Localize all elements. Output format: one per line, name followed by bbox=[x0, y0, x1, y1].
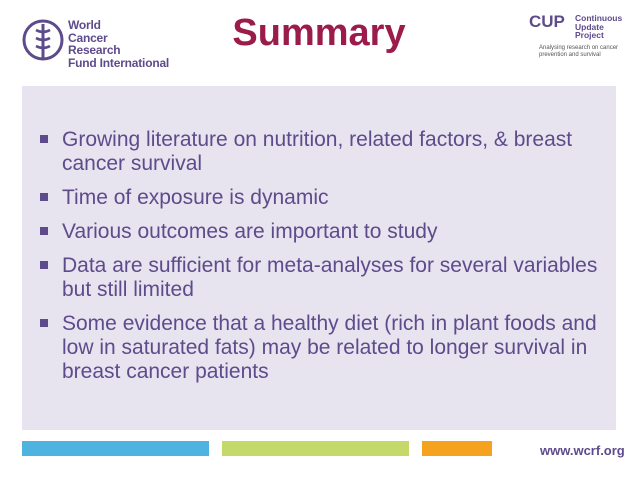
bullet-item: Growing literature on nutrition, related… bbox=[40, 128, 600, 176]
bullet-square-icon bbox=[40, 261, 48, 269]
footer-bar-orange bbox=[422, 441, 492, 456]
cup-name: Continuous Update Project bbox=[575, 13, 623, 40]
bullet-list: Growing literature on nutrition, related… bbox=[40, 128, 600, 394]
slide-title: Summary bbox=[232, 12, 406, 54]
bullet-square-icon bbox=[40, 135, 48, 143]
website-url: www.wcrf.org bbox=[540, 443, 625, 458]
footer-bar-blue bbox=[22, 441, 209, 456]
footer-bar-green bbox=[222, 441, 409, 456]
bullet-square-icon bbox=[40, 319, 48, 327]
wcrf-logo: World Cancer Research Fund International bbox=[22, 16, 172, 70]
bullet-square-icon bbox=[40, 227, 48, 235]
caduceus-icon bbox=[22, 19, 64, 61]
wcrf-org-name: World Cancer Research Fund International bbox=[68, 18, 170, 70]
bullet-item: Some evidence that a healthy diet (rich … bbox=[40, 312, 600, 384]
bullet-item: Data are sufficient for meta-analyses fo… bbox=[40, 254, 600, 302]
cup-acronym: CUP bbox=[529, 12, 565, 31]
cup-logo: CUP Continuous Update Project Analysing … bbox=[527, 10, 637, 70]
content-panel bbox=[22, 86, 616, 430]
bullet-item: Various outcomes are important to study bbox=[40, 220, 600, 244]
cup-tagline: Analysing research on cancer prevention … bbox=[539, 45, 619, 58]
bullet-square-icon bbox=[40, 193, 48, 201]
bullet-item: Time of exposure is dynamic bbox=[40, 186, 600, 210]
